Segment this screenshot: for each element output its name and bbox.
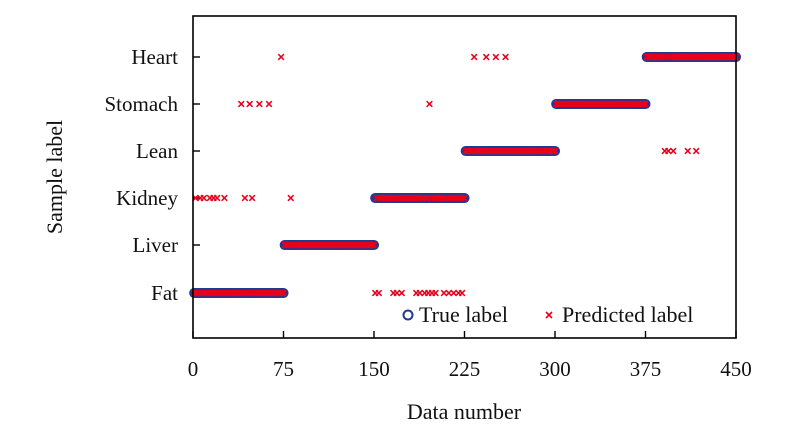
x-tick-label: 450: [720, 357, 752, 381]
predicted-label-point: [680, 53, 688, 61]
predicted-label-point: [409, 194, 416, 202]
predicted-label-point: [368, 241, 375, 249]
predicted-label-point: [234, 289, 241, 297]
predicted-label-point: [482, 53, 490, 61]
predicted-label-point: [277, 53, 285, 61]
predicted-label-point: [252, 289, 260, 297]
predicted-label-point: [245, 289, 252, 297]
predicted-label-point: [440, 289, 448, 297]
predicted-label-point: [221, 194, 228, 202]
predicted-label-point: [551, 147, 559, 155]
x-tick-label: 150: [358, 357, 390, 381]
predicted-label-point: [689, 53, 696, 61]
predicted-label-series: [190, 53, 740, 297]
predicted-label-point: [256, 100, 263, 108]
predicted-label-point: [665, 147, 672, 155]
y-tick-labels: Fat Liver Kidney Lean Stomach Heart: [105, 45, 179, 305]
predicted-label-point: [369, 241, 377, 249]
predicted-label-point: [265, 100, 273, 108]
predicted-label-point: [248, 194, 256, 202]
predicted-label-point: [639, 100, 647, 108]
predicted-label-point: [492, 53, 500, 61]
legend-true-label: True label: [419, 302, 508, 327]
predicted-label-point: [417, 194, 425, 202]
y-tick-label-liver: Liver: [133, 233, 178, 257]
true-label-series: [189, 51, 742, 299]
predicted-label-point: [262, 289, 269, 297]
predicted-label-point: [488, 147, 496, 155]
predicted-label-point: [692, 147, 700, 155]
predicted-label-point: [441, 194, 449, 202]
predicted-label-point: [398, 289, 406, 297]
legend-predicted-label: Predicted label: [562, 302, 693, 327]
predicted-label-point: [432, 289, 439, 297]
x-tick-label: 225: [449, 357, 481, 381]
predicted-label-point: [278, 289, 286, 297]
predicted-label-point: [202, 289, 210, 297]
predicted-label-point: [241, 194, 249, 202]
x-tick-label: 300: [539, 357, 571, 381]
legend-predicted-marker: [545, 311, 553, 319]
predicted-label-point: [550, 147, 558, 155]
predicted-label-point: [549, 147, 556, 155]
predicted-label-point: [450, 289, 457, 297]
predicted-label-point: [642, 100, 649, 108]
predicted-label-point: [459, 194, 467, 202]
predicted-label-point: [394, 194, 402, 202]
y-tick-label-heart: Heart: [131, 45, 178, 69]
predicted-label-point: [375, 289, 383, 297]
predicted-label-point: [479, 147, 486, 155]
predicted-label-point: [669, 147, 677, 155]
predicted-label-point: [213, 194, 221, 202]
predicted-label-point: [386, 194, 394, 202]
predicted-label-point: [458, 289, 466, 297]
predicted-label-point: [470, 53, 478, 61]
predicted-label-point: [217, 289, 225, 297]
predicted-label-point: [640, 100, 648, 108]
predicted-label-point: [287, 194, 295, 202]
tick-marks: [192, 56, 737, 338]
predicted-label-point: [684, 147, 692, 155]
predicted-label-point: [422, 194, 430, 202]
y-tick-label-kidney: Kidney: [116, 186, 178, 210]
predicted-label-point: [498, 147, 506, 155]
predicted-label-point: [242, 289, 250, 297]
predicted-label-point: [246, 100, 254, 108]
x-tick-label: 75: [273, 357, 294, 381]
y-tick-label-stomach: Stomach: [105, 92, 179, 116]
predicted-label-point: [193, 289, 200, 297]
predicted-label-point: [416, 289, 424, 297]
predicted-label-point: [237, 100, 245, 108]
predicted-label-point: [200, 194, 208, 202]
x-axis-title: Data number: [407, 399, 522, 424]
predicted-label-point: [445, 289, 453, 297]
y-tick-label-lean: Lean: [136, 139, 178, 163]
plot-frame: [192, 15, 737, 339]
predicted-label-point: [393, 289, 401, 297]
x-tick-label: 375: [630, 357, 662, 381]
predicted-label-point: [446, 194, 454, 202]
predicted-label-point: [426, 100, 433, 108]
legend-true-marker: [402, 309, 414, 321]
predicted-label-point: [467, 147, 474, 155]
y-tick-label-fat: Fat: [151, 281, 178, 305]
predicted-label-point: [274, 289, 281, 297]
predicted-label-point: [437, 194, 444, 202]
predicted-label-point: [461, 194, 468, 202]
predicted-label-point: [666, 53, 673, 61]
predicted-label-point: [451, 194, 459, 202]
legend: True label Predicted label: [402, 302, 693, 327]
x-tick-labels: 0 75 150 225 300 375 450: [188, 357, 752, 381]
predicted-label-point: [657, 53, 665, 61]
predicted-label-point: [502, 53, 509, 61]
x-tick-label: 0: [188, 357, 199, 381]
predicted-label-point: [370, 241, 378, 249]
predicted-label-point: [280, 289, 287, 297]
predicted-label-point: [283, 241, 291, 249]
y-axis-title: Sample label: [42, 120, 67, 234]
